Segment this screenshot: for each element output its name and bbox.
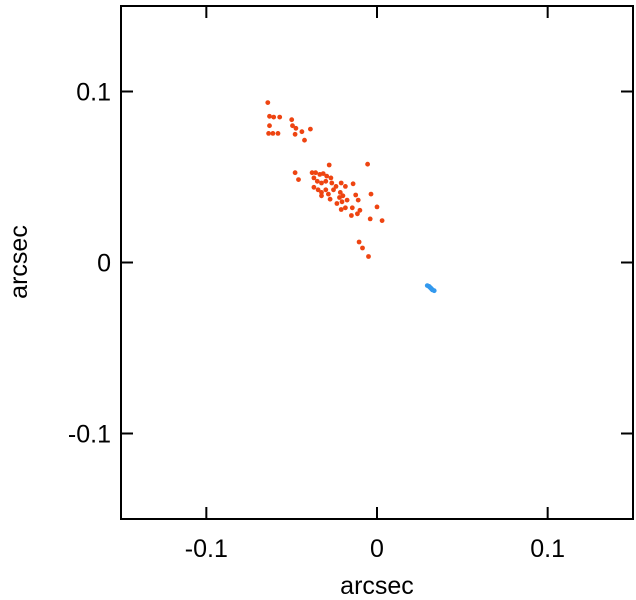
scatter-point-orange [379, 218, 385, 224]
scatter-point-orange [343, 205, 348, 211]
scatter-point-orange [320, 171, 326, 177]
scatter-point-orange [349, 205, 355, 211]
scatter-point-orange [323, 187, 329, 193]
scatter-point-orange [267, 113, 272, 119]
scatter-point-orange [299, 129, 305, 135]
scatter-point-orange [331, 187, 336, 193]
scatter-point-orange [308, 126, 313, 132]
scatter-point-orange [313, 170, 318, 176]
plot-frame [120, 5, 634, 520]
scatter-point-orange [344, 197, 350, 203]
scatter-point-orange [334, 201, 340, 206]
scatter-point-orange [302, 137, 307, 143]
scatter-point-orange [326, 191, 331, 197]
scatter-point-orange [324, 173, 330, 179]
y-axis-ticks: -0.1 0 0.1 [68, 79, 633, 449]
scatter-point-orange [292, 131, 298, 137]
x-tick-label: 0 [370, 535, 384, 563]
scatter-point-orange [290, 123, 295, 129]
scatter-point-orange [292, 170, 298, 176]
scatter-point-orange [296, 177, 301, 183]
scatter-point-orange [367, 216, 373, 222]
y-tick-label: -0.1 [68, 421, 111, 449]
x-tick-label: -0.1 [185, 535, 228, 563]
scatter-point-orange [337, 195, 342, 200]
scatter-point-orange [319, 180, 324, 186]
scatter-point-orange [314, 178, 320, 184]
scatter-point-orange [271, 114, 277, 120]
scatter-point-orange [265, 100, 271, 105]
scatter-point-orange [337, 190, 343, 195]
x-axis-ticks: -0.1 0 0.1 [185, 6, 565, 563]
scatter-point-orange [360, 245, 365, 251]
scatter-point-orange [275, 131, 281, 136]
scatter-point-orange [311, 184, 317, 190]
scatter-point-orange [289, 117, 295, 123]
scatter-point-orange [319, 193, 324, 199]
scatter-point-orange [356, 239, 362, 245]
scatter-point-blue [431, 288, 437, 294]
scatter-point-orange [338, 180, 344, 186]
x-axis-label: arcsec [340, 572, 414, 600]
data-points [265, 100, 437, 294]
scatter-point-orange [366, 254, 371, 259]
scatter-point-orange [328, 175, 334, 181]
scatter-point-orange [309, 170, 315, 176]
scatter-point-orange [355, 197, 361, 203]
y-tick-label: 0 [97, 250, 111, 278]
scatter-point-orange [319, 190, 324, 195]
scatter-point-orange [368, 191, 374, 197]
scatter-point-orange [333, 184, 339, 189]
scatter-point-orange [326, 162, 332, 168]
scatter-point-orange [357, 207, 363, 213]
scatter-point-orange [374, 204, 380, 210]
scatter-point-orange [338, 207, 344, 212]
scatter-point-orange [339, 199, 345, 205]
scatter-point-orange [267, 123, 272, 129]
scatter-point-orange [350, 181, 356, 187]
scatter-point-orange [293, 125, 299, 131]
scatter-point-orange [349, 213, 354, 218]
scatter-point-orange [365, 161, 370, 167]
scatter-point-orange [270, 131, 276, 136]
x-tick-label: 0.1 [530, 535, 565, 563]
scatter-point-orange [355, 211, 360, 217]
y-tick-label: 0.1 [76, 79, 111, 107]
scatter-point-orange [311, 175, 317, 181]
scatter-point-orange [343, 184, 348, 189]
y-axis-label: arcsec [5, 225, 33, 299]
scatter-point-orange [329, 180, 335, 186]
scatter-point-orange [353, 192, 359, 198]
scatter-point-orange [327, 196, 333, 202]
scatter-point-orange [266, 131, 271, 136]
scatter-point-orange [323, 178, 329, 184]
scatter-point-orange [277, 114, 283, 120]
scatter-point-orange [315, 187, 321, 193]
